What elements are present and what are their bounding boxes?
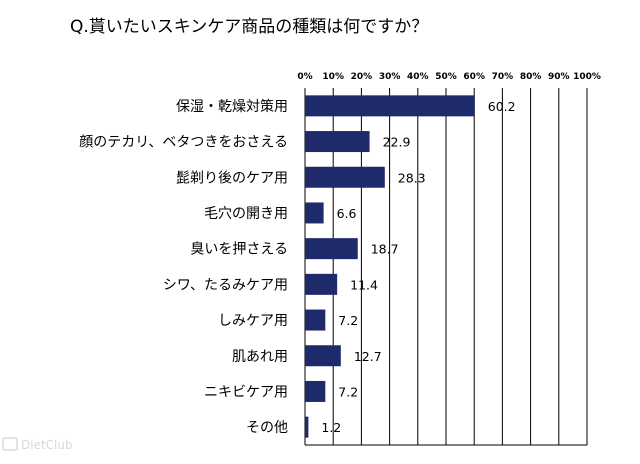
watermark: DietClub: [2, 437, 73, 452]
x-axis-ticks: 0% 10% 20% 30% 40% 50% 60% 70% 80% 90% 100%: [297, 72, 601, 82]
bar: [305, 238, 358, 260]
x-tick-label: 80%: [520, 72, 542, 82]
category-label: しみケア用: [218, 313, 288, 329]
category-label: その他: [246, 420, 288, 436]
category-label: 臭いを押さえる: [190, 242, 288, 258]
x-tick-label: 30%: [379, 72, 401, 82]
bars: [305, 95, 475, 438]
x-tick-label: 60%: [463, 72, 485, 82]
value-label: 12.7: [354, 349, 382, 364]
x-tick-label: 40%: [407, 72, 429, 82]
watermark-logo-icon: [2, 437, 18, 451]
category-label: 保湿・乾燥対策用: [176, 98, 288, 115]
value-label: 7.2: [338, 313, 358, 328]
category-label: 毛穴の開き用: [204, 206, 288, 222]
bar: [305, 345, 341, 367]
x-tick-label: 20%: [351, 72, 373, 82]
category-labels: 保湿・乾燥対策用顔のテカリ、ベタつきをおさえる髭剃り後のケア用毛穴の開き用臭いを…: [79, 98, 288, 436]
bar: [305, 273, 338, 295]
bar: [305, 202, 324, 224]
x-tick-label: 0%: [297, 72, 312, 82]
x-tick-label: 50%: [435, 72, 457, 82]
value-label: 1.2: [321, 420, 341, 435]
x-tick-label: 70%: [492, 72, 514, 82]
value-label: 22.9: [383, 135, 411, 150]
value-labels: 60.2 22.9 28.3 6.6 18.7 11.4 7.2 12.7 7.2 1.2: [321, 99, 515, 435]
bar: [305, 166, 385, 188]
value-label: 11.4: [350, 277, 378, 292]
value-label: 6.6: [337, 206, 357, 221]
value-label: 60.2: [488, 99, 516, 114]
category-label: シワ、たるみケア用: [163, 277, 288, 293]
bar: [305, 95, 475, 117]
x-tick-label: 90%: [548, 72, 570, 82]
x-tick-label: 100%: [573, 72, 601, 82]
value-label: 28.3: [398, 170, 426, 185]
category-label: 顔のテカリ、ベタつきをおさえる: [79, 135, 288, 151]
category-label: ニキビケア用: [204, 384, 288, 400]
watermark-text: DietClub: [21, 438, 73, 452]
value-label: 18.7: [371, 242, 399, 257]
bar: [305, 309, 326, 331]
bar: [305, 380, 326, 402]
bar: [305, 416, 309, 438]
chart-title: Q.貰いたいスキンケア商品の種類は何ですか？: [70, 17, 428, 37]
category-label: 髭剃り後のケア用: [176, 170, 288, 186]
category-label: 肌あれ用: [232, 349, 288, 365]
value-label: 7.2: [338, 384, 358, 399]
x-tick-label: 10%: [322, 72, 344, 82]
bar: [305, 131, 370, 153]
